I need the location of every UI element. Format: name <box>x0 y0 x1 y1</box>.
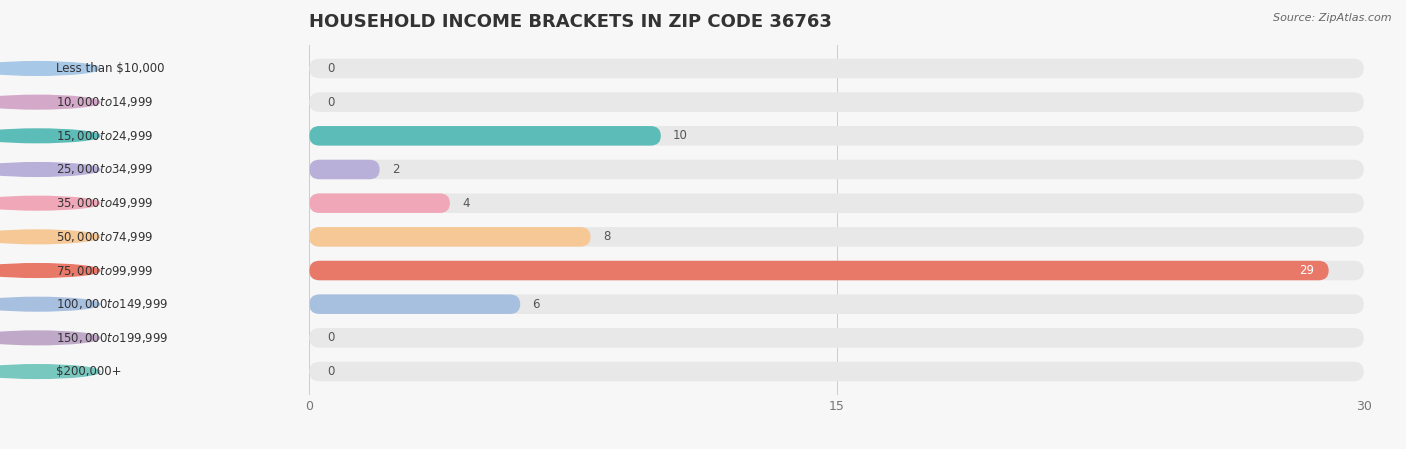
Circle shape <box>0 129 100 143</box>
Text: 4: 4 <box>463 197 470 210</box>
Text: 6: 6 <box>533 298 540 311</box>
FancyBboxPatch shape <box>309 59 1364 78</box>
FancyBboxPatch shape <box>309 160 1364 179</box>
Text: $75,000 to $99,999: $75,000 to $99,999 <box>56 264 153 277</box>
Text: $15,000 to $24,999: $15,000 to $24,999 <box>56 129 153 143</box>
FancyBboxPatch shape <box>309 227 1364 247</box>
Circle shape <box>0 196 100 210</box>
Text: $35,000 to $49,999: $35,000 to $49,999 <box>56 196 153 210</box>
Circle shape <box>0 163 100 176</box>
FancyBboxPatch shape <box>309 194 450 213</box>
Circle shape <box>0 365 100 379</box>
FancyBboxPatch shape <box>309 126 661 145</box>
Text: $50,000 to $74,999: $50,000 to $74,999 <box>56 230 153 244</box>
Text: 29: 29 <box>1299 264 1315 277</box>
FancyBboxPatch shape <box>309 295 520 314</box>
FancyBboxPatch shape <box>309 261 1364 280</box>
Text: 0: 0 <box>326 96 335 109</box>
Text: 10: 10 <box>673 129 688 142</box>
Text: Source: ZipAtlas.com: Source: ZipAtlas.com <box>1274 13 1392 23</box>
Text: 0: 0 <box>326 365 335 378</box>
Text: $100,000 to $149,999: $100,000 to $149,999 <box>56 297 169 311</box>
Circle shape <box>0 297 100 311</box>
Text: 2: 2 <box>392 163 399 176</box>
Text: 0: 0 <box>326 62 335 75</box>
FancyBboxPatch shape <box>309 295 1364 314</box>
FancyBboxPatch shape <box>309 227 591 247</box>
Circle shape <box>0 230 100 244</box>
FancyBboxPatch shape <box>309 328 1364 348</box>
Text: $200,000+: $200,000+ <box>56 365 121 378</box>
Text: $150,000 to $199,999: $150,000 to $199,999 <box>56 331 169 345</box>
Circle shape <box>0 331 100 345</box>
Text: Less than $10,000: Less than $10,000 <box>56 62 165 75</box>
FancyBboxPatch shape <box>309 194 1364 213</box>
FancyBboxPatch shape <box>309 160 380 179</box>
Text: HOUSEHOLD INCOME BRACKETS IN ZIP CODE 36763: HOUSEHOLD INCOME BRACKETS IN ZIP CODE 36… <box>309 13 832 31</box>
FancyBboxPatch shape <box>309 261 1329 280</box>
FancyBboxPatch shape <box>309 362 1364 381</box>
Text: 8: 8 <box>603 230 610 243</box>
Circle shape <box>0 264 100 277</box>
Text: 0: 0 <box>326 331 335 344</box>
Text: $10,000 to $14,999: $10,000 to $14,999 <box>56 95 153 109</box>
Text: $25,000 to $34,999: $25,000 to $34,999 <box>56 163 153 176</box>
FancyBboxPatch shape <box>309 92 1364 112</box>
Circle shape <box>0 62 100 75</box>
Circle shape <box>0 95 100 109</box>
FancyBboxPatch shape <box>309 126 1364 145</box>
